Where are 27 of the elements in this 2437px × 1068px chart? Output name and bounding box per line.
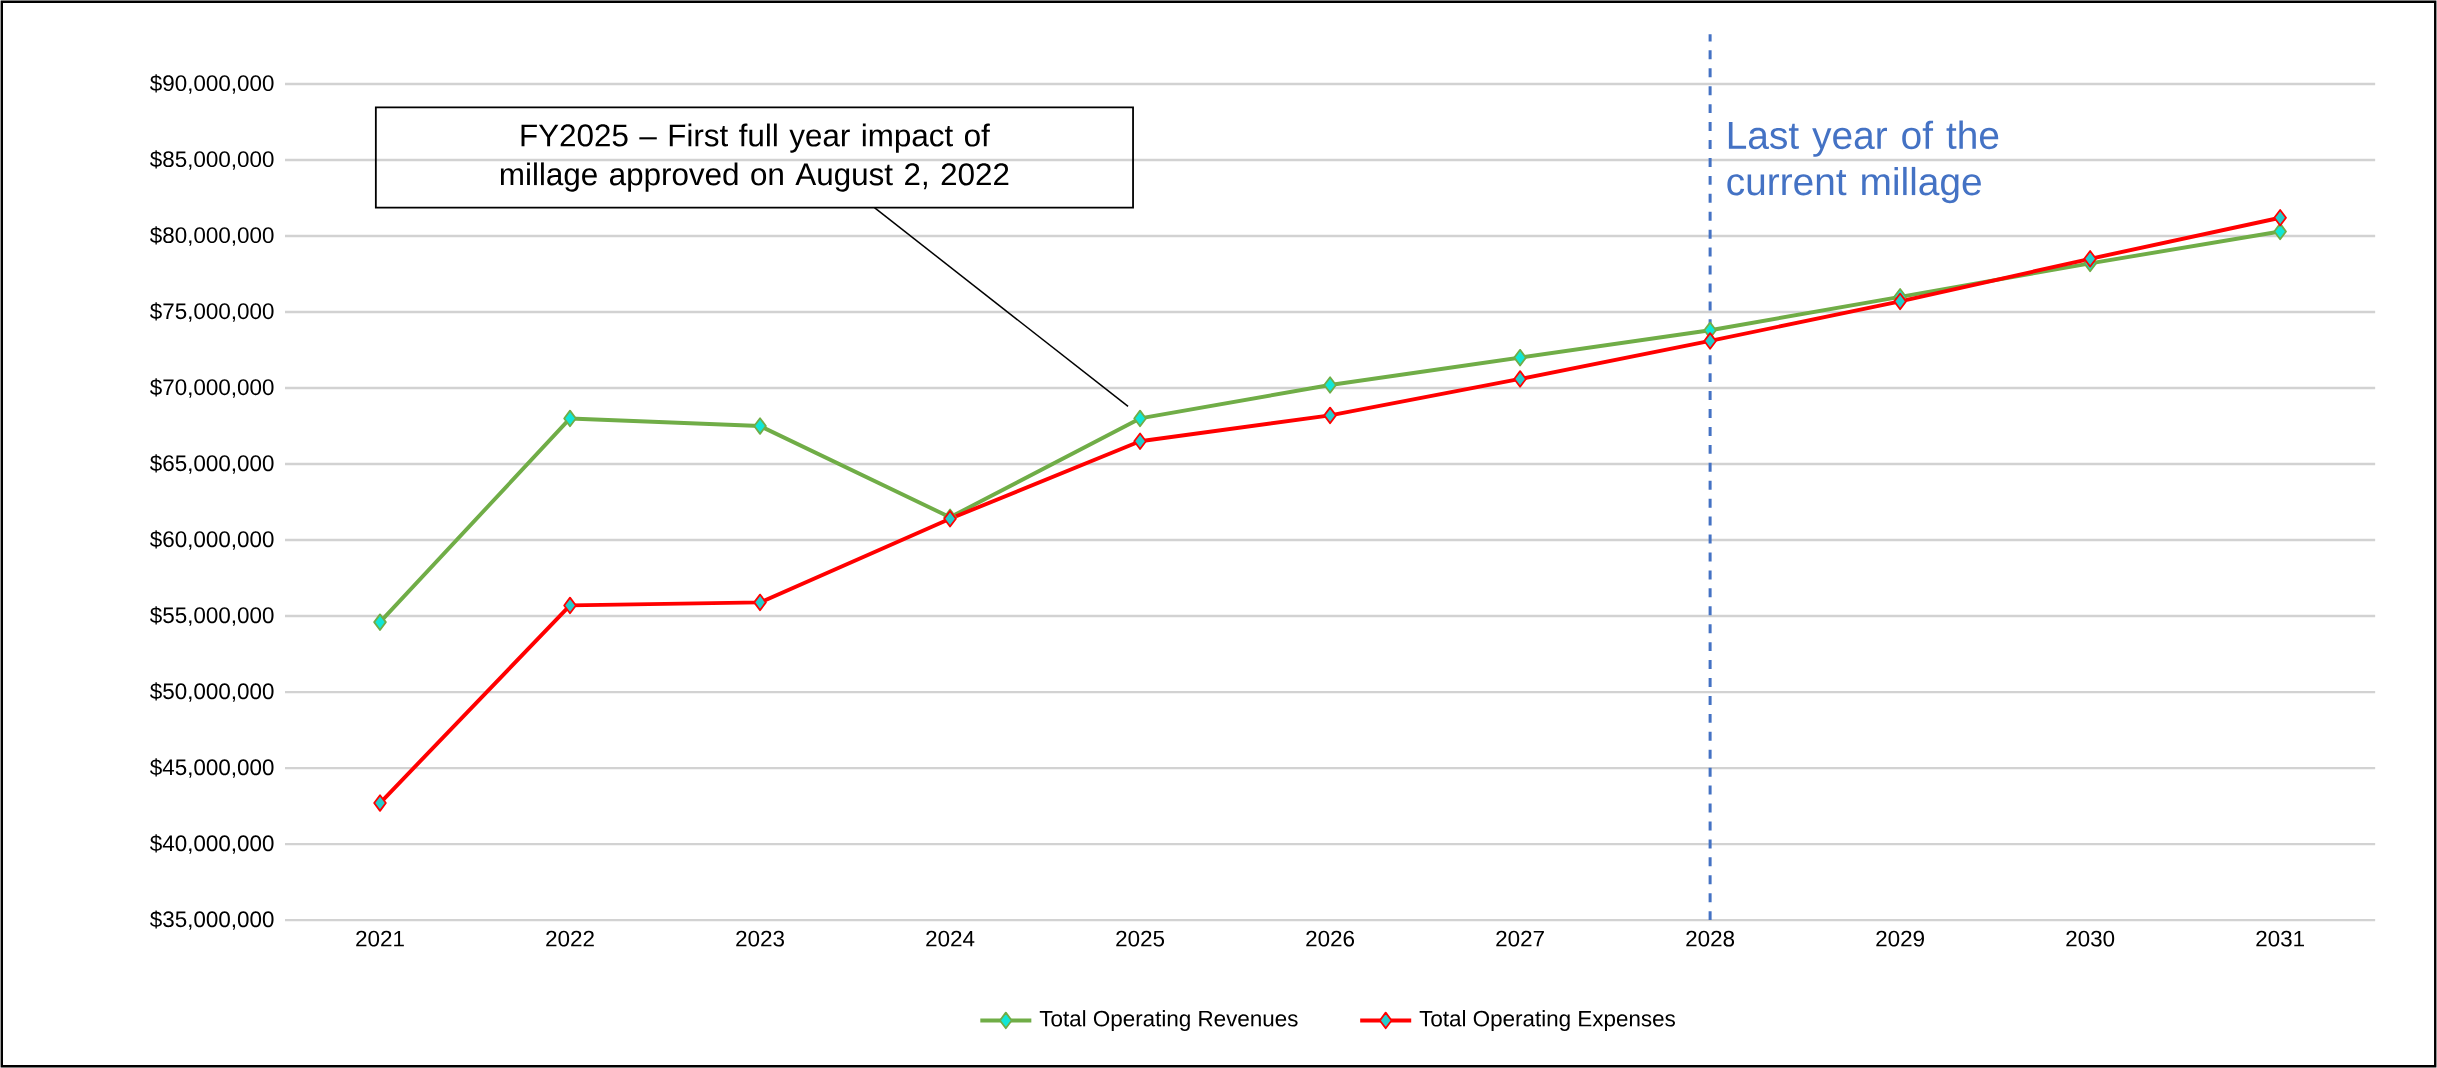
x-tick-label: 2022	[546, 930, 594, 947]
annotation: FY2025 – First full year impact of millage approved on August 2, 2022	[500, 123, 1009, 192]
y-tick-label: $40,000,000	[150, 834, 274, 854]
ref-line-label: Last year of the current millage	[1727, 120, 1999, 204]
x-tick-label: 2027	[1496, 930, 1544, 947]
y-tick-label: $90,000,000	[150, 74, 274, 94]
y-tick-label: $85,000,000	[150, 150, 274, 170]
y-tick-label: $70,000,000	[150, 378, 274, 398]
y-tick-label: $50,000,000	[150, 682, 274, 702]
y-tick-label: $55,000,000	[150, 606, 274, 626]
y-tick-label: $60,000,000	[150, 530, 274, 550]
legend-label: Total Operating Expenses	[1419, 1010, 1675, 1031]
x-tick-label: 2021	[356, 930, 404, 947]
y-tick-label: $35,000,000	[150, 910, 274, 930]
x-tick-label: 2024	[926, 930, 975, 947]
y-tick-label: $45,000,000	[150, 758, 274, 778]
y-tick-label: $65,000,000	[150, 454, 274, 474]
x-tick-label: 2026	[1306, 930, 1355, 947]
x-tick-label: 2029	[1876, 930, 1924, 947]
legend-label: Total Operating Revenues	[1039, 1010, 1298, 1031]
y-tick-label: $75,000,000	[150, 302, 274, 322]
x-tick-label: 2031	[2256, 930, 2304, 947]
x-tick-label: 2028	[1686, 930, 1735, 947]
x-tick-label: 2023	[736, 930, 784, 947]
x-tick-label: 2025	[1116, 930, 1165, 947]
x-tick-label: 2030	[2066, 930, 2115, 947]
y-tick-label: $80,000,000	[150, 226, 274, 246]
